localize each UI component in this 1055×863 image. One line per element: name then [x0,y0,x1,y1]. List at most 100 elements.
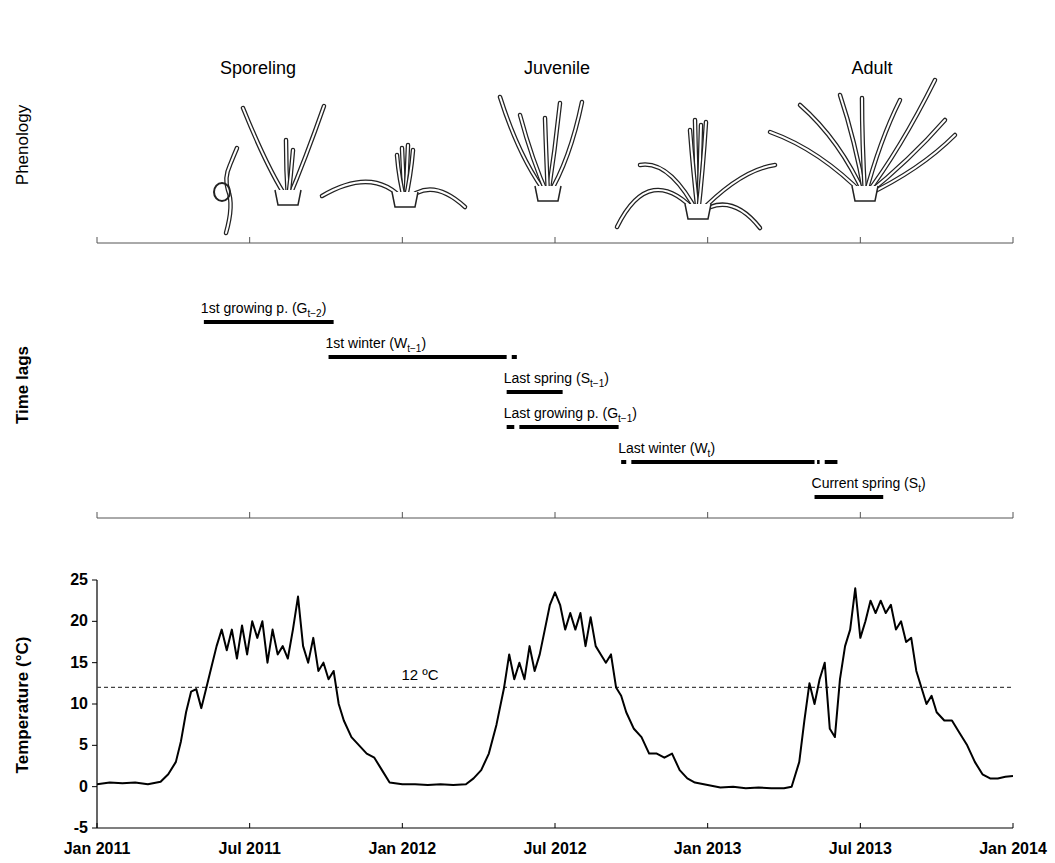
leaf-fill [520,115,548,196]
y-tick-label: 20 [70,612,88,629]
panel-tick [555,237,556,243]
panel-tick [707,237,708,243]
panel-tick [1013,512,1014,518]
lag-segment [519,425,618,429]
y-tick-label: 15 [70,654,88,671]
lag-segment [815,495,884,499]
leaf-outline [500,97,548,196]
temperature-line [97,588,1013,788]
lag-label-after: ) [632,405,637,421]
lag-label-after: ) [604,370,609,386]
panel-tick [1013,237,1014,243]
lag-segment [825,460,838,464]
lag-label: 1st growing p. (Gt−2) [201,300,326,319]
lag-segment [631,460,814,464]
leaf-fill [288,106,324,200]
lag-label: Last growing p. (Gt−1) [504,405,637,424]
lag-label-main: 1st winter (W [326,335,408,351]
leaf-outline [865,120,945,196]
x-tick-label: Jul 2011 [219,840,281,857]
lag-label-after: ) [710,440,715,456]
y-tick [92,580,97,581]
lag-segment [507,390,563,394]
leaf-outline [288,106,324,200]
panel-tick [555,512,556,518]
x-tick-label: Jan 2012 [369,840,437,857]
y-tick [92,828,97,829]
row-label: Temperature (°C) [13,637,32,774]
y-tick-label: 10 [70,695,88,712]
panel-tick [860,512,861,518]
plant-base [685,204,711,219]
panel-tick [860,237,861,243]
y-tick [92,704,97,705]
leaf-fill [840,95,865,196]
lag-label-main: Last growing p. (G [504,405,618,421]
lag-segment [512,355,517,359]
leaf-outline [243,108,288,200]
threshold-label: 12 ºC [401,666,438,683]
x-tick [555,823,556,828]
leaf-fill [243,108,288,200]
x-tick [249,823,250,828]
row-label: Time lags [13,346,32,424]
plant-base [392,192,418,207]
lag-label-main: Last spring (S [504,370,590,386]
leaf-outline [840,95,865,196]
x-tick-label: Jul 2013 [829,840,892,857]
x-tick [707,823,708,828]
leaf-outline [698,122,706,214]
y-tick [92,621,97,622]
leaf-fill [226,148,237,233]
y-tick-label: 5 [79,736,88,753]
lag-label-main: Last winter (W [618,440,708,456]
lag-label: Last winter (Wt) [618,440,715,459]
figure: Phenology Time lags Temperature (°C) Sporel… [0,0,1055,863]
y-tick-label: 0 [79,778,88,795]
row-label: Phenology [13,104,32,185]
x-tick-label: Jul 2012 [523,840,586,857]
stage-title: Sporeling [220,58,296,78]
leaf-outline [226,148,237,233]
y-tick [92,745,97,746]
leaf-fill [500,97,548,196]
x-tick-label: Jan 2013 [674,840,742,857]
lag-label: Last spring (St−1) [504,370,609,389]
panel-tick [402,512,403,518]
plant-drawings [214,80,955,233]
lag-label-after: ) [421,335,426,351]
panel-tick [707,512,708,518]
lag-segment [204,320,334,324]
lag-label: Current spring (St) [812,475,926,494]
x-tick [860,823,861,828]
plant-base [852,186,878,201]
plot-area [97,588,1013,788]
panel-tick [249,512,250,518]
lag-label: 1st winter (Wt−1) [326,335,427,354]
lag-label-main: Current spring (S [812,475,919,491]
leaf-fill [862,98,865,196]
x-tick-label: Jan 2011 [64,840,131,857]
lag-label-after: ) [322,300,327,316]
leaf-outline [548,102,582,196]
y-tick [92,786,97,787]
y-tick-label: 25 [70,571,88,588]
y-tick [92,662,97,663]
lag-label-sub: t−2 [307,308,322,319]
leaf-fill [865,120,945,196]
lag-label-sub: t−1 [407,343,422,354]
leaf-outline [520,115,548,196]
panel-tick [249,237,250,243]
leaf-outline [545,118,548,196]
coil [214,183,230,201]
lag-label-sub: t−1 [590,378,605,389]
stage-title: Adult [851,58,892,78]
x-tick [1013,823,1014,828]
y-tick-label: -5 [74,819,88,836]
stage-title: Juvenile [524,58,590,78]
leaf-fill [545,118,548,196]
lag-label-sub: t−1 [618,413,633,424]
leaf-fill [698,122,706,214]
x-tick [402,823,403,828]
panel-tick [97,237,98,243]
